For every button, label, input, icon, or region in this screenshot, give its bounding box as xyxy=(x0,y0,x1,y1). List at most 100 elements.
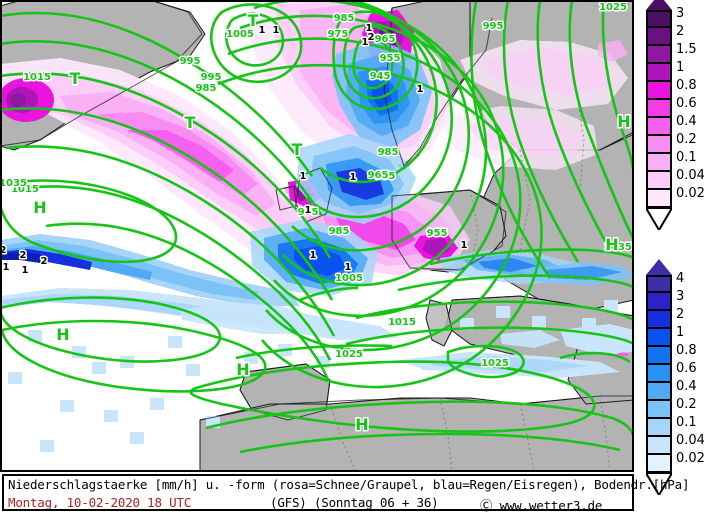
colorbar-segment xyxy=(646,10,672,28)
colorbar-segment xyxy=(646,365,672,383)
map-frame xyxy=(0,0,634,472)
isobar-label: 945 xyxy=(370,71,391,82)
caption-box: Niederschlagstaerke [mm/h] u. -form (ros… xyxy=(2,474,689,513)
snow-colorbar[interactable]: 3 2 1.5 1 0.8 0.6 0.4 0.2 0.1 0.04 0.02 xyxy=(646,6,704,208)
isobar-label: 955 xyxy=(380,53,401,64)
pressure-center-H: H xyxy=(56,325,69,344)
colorbar-segment xyxy=(646,347,672,365)
colorbar-tick-label: 0.6 xyxy=(676,361,697,376)
caption-date: Montag, 10-02-2020 18 UTC xyxy=(8,495,192,510)
colorbar-segment xyxy=(646,82,672,100)
colorbar-segment xyxy=(646,455,672,473)
colorbar-tick-label: 0.2 xyxy=(676,132,697,147)
pressure-center-H: H xyxy=(355,415,368,434)
isobar-layer xyxy=(0,0,634,454)
precip-value-label: 1 xyxy=(300,171,307,182)
rain-colorbar[interactable]: 4 3 2 1 0.8 0.6 0.4 0.2 0.1 0.04 0.02 xyxy=(646,271,704,473)
pressure-center-T: T xyxy=(70,69,81,88)
colorbar-segment xyxy=(646,172,672,190)
colorbar-segment xyxy=(646,190,672,208)
pressure-center-H: H xyxy=(236,360,249,379)
colorbar-tick-label: 0.8 xyxy=(676,343,697,358)
precip-value-label: 1 xyxy=(417,84,424,95)
caption-model: (GFS) (Sonntag 06 + 36) xyxy=(270,495,439,510)
precipitation-pressure-map[interactable]: 1005 995 995 985 985 975 965 955 945 995 985 955 965… xyxy=(0,0,634,472)
isobar-label: 955 xyxy=(375,171,396,182)
isobar-label: 1005 xyxy=(226,29,254,40)
pressure-center-T: T xyxy=(292,140,303,159)
precip-value-label: 2 xyxy=(41,256,48,267)
isobar-label: 955 xyxy=(427,228,448,239)
colorbar-tick-label: 1.5 xyxy=(676,42,697,57)
colorbar-tick-label: 0.04 xyxy=(676,433,704,448)
isobar-label: 965 xyxy=(368,170,389,181)
colorbar-segment xyxy=(646,154,672,172)
caption-subline: Montag, 10-02-2020 18 UTC (GFS) (Sonntag… xyxy=(8,495,632,513)
pressure-center-T: T xyxy=(248,11,259,30)
isobar-label: 1025 xyxy=(335,349,363,360)
colorbar-segment xyxy=(646,136,672,154)
isobar-label: 975 xyxy=(298,207,319,218)
isobar-label: 1025 xyxy=(599,2,627,13)
isobar-label: 995 xyxy=(483,21,504,32)
colorbar-segment xyxy=(646,419,672,437)
snow-colorbar-arrow-up xyxy=(646,0,672,10)
pressure-center-H: H xyxy=(605,235,618,254)
colorbar-tick-label: 0.6 xyxy=(676,96,697,111)
isobar-label: 985 xyxy=(378,147,399,158)
rain-colorbar-arrow-down xyxy=(644,472,674,497)
rain-precipitation-layer xyxy=(0,40,634,452)
pressure-center-T: T xyxy=(185,113,196,132)
colorbar-segment xyxy=(646,293,672,311)
colorbar-segment xyxy=(646,311,672,329)
isobar-label: 975 xyxy=(328,29,349,40)
precip-value-label: 1 xyxy=(259,25,266,36)
colorbar-segment xyxy=(646,437,672,455)
colorbar-segment xyxy=(646,329,672,347)
colorbar-tick-label: 0.4 xyxy=(676,379,697,394)
precip-value-label: 1 xyxy=(22,265,29,276)
isobar-label: 1035 xyxy=(0,178,27,189)
colorbar-segment xyxy=(646,275,672,293)
colorbar-tick-label: 0.1 xyxy=(676,415,697,430)
snow-colorbar-arrow-down xyxy=(644,207,674,232)
colorbar-tick-label: 0.2 xyxy=(676,397,697,412)
colorbar-tick-label: 2 xyxy=(676,307,685,322)
isobar-label: 1015 xyxy=(11,184,39,195)
precip-value-label: 2 xyxy=(20,250,27,261)
colorbar-segment xyxy=(646,64,672,82)
precip-value-label: 1 xyxy=(305,205,312,216)
precip-value-label: 1 xyxy=(310,250,317,261)
isobar-label: 985 xyxy=(196,83,217,94)
colorbar-tick-label: 4 xyxy=(676,271,685,286)
colorbar-tick-label: 0.4 xyxy=(676,114,697,129)
isobar-label: 1025 xyxy=(481,358,509,369)
colorbar-tick-label: 0.02 xyxy=(676,451,704,466)
precip-value-label: 1 xyxy=(366,23,373,34)
isobar-label: 1035 xyxy=(604,242,632,253)
caption-credit: Ⓒ www.wetter3.de xyxy=(480,498,603,513)
colorbar-tick-label: 0.1 xyxy=(676,150,697,165)
isobar-label: 1015 xyxy=(23,72,51,83)
isobar-label: 1005 xyxy=(335,273,363,284)
isobar-label: 1015 xyxy=(388,317,416,328)
precip-value-label: 1 xyxy=(461,240,468,251)
isobar-label: 985 xyxy=(329,226,350,237)
pressure-center-H: H xyxy=(617,112,630,131)
precip-value-label: 1 xyxy=(350,172,357,183)
colorbar-tick-label: 3 xyxy=(676,289,685,304)
colorbar-tick-label: 1 xyxy=(676,325,685,340)
colorbar-segment xyxy=(646,46,672,64)
colorbar-tick-label: 0.02 xyxy=(676,186,704,201)
colorbar-tick-label: 3 xyxy=(676,6,685,21)
precip-value-label: 2 xyxy=(368,32,375,43)
colorbar-segment xyxy=(646,118,672,136)
colorbar-tick-label: 1 xyxy=(676,60,685,75)
rain-colorbar-arrow-up xyxy=(646,259,672,275)
pressure-center-H: H xyxy=(33,198,46,217)
precip-value-label: 1 xyxy=(345,262,352,273)
